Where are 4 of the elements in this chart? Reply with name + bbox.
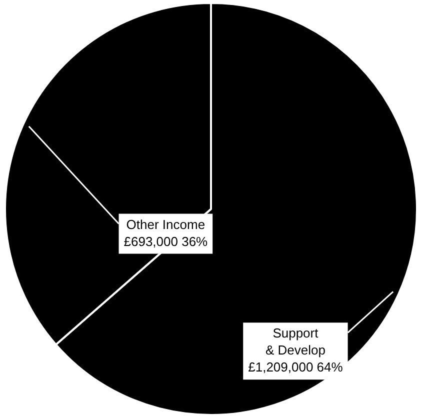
slice-label: Other Income	[126, 216, 206, 232]
data-label: £1,209,000 64%	[248, 360, 344, 375]
data-label: £693,000 36%	[124, 234, 208, 249]
slice-label: Support & Develop	[265, 326, 326, 358]
